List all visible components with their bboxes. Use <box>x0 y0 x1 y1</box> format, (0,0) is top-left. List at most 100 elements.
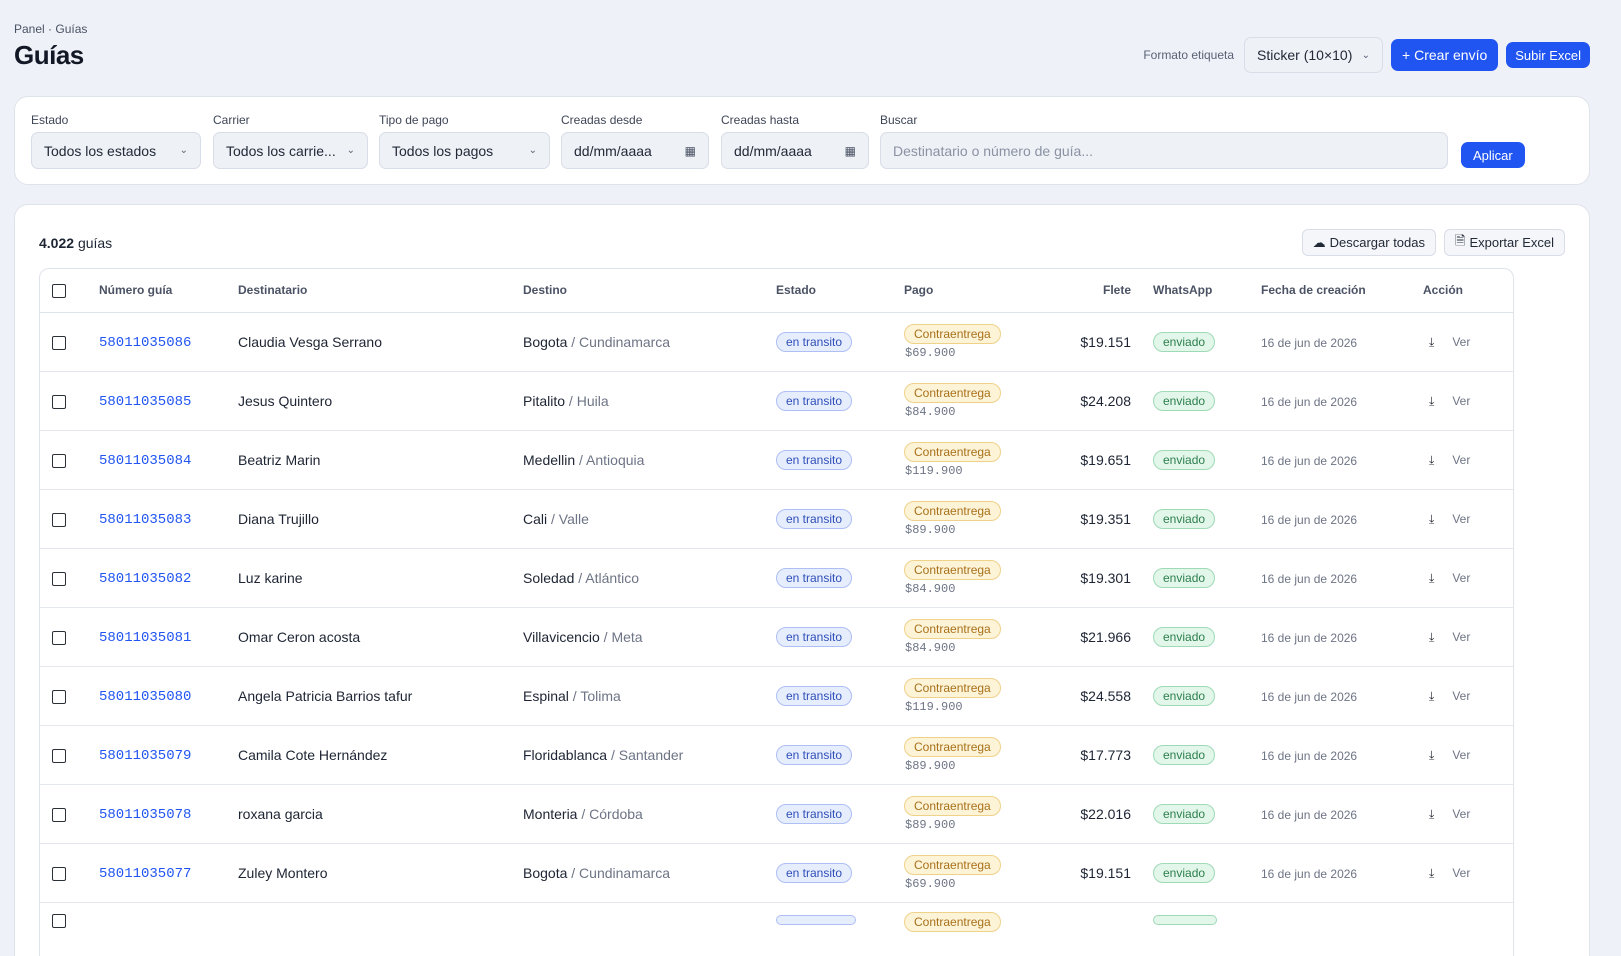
guide-number-link[interactable]: 58011035082 <box>99 570 192 587</box>
date-from-value: dd/mm/aaaa <box>574 142 652 159</box>
col-destinatario[interactable]: Destinatario <box>238 269 523 313</box>
table-row[interactable]: 58011035081 Omar Ceron acosta Villavicenci… <box>40 607 1513 667</box>
date-from-input[interactable]: dd/mm/aaaa ▦ <box>561 132 709 169</box>
file-icon: 🗎 <box>1455 232 1466 248</box>
view-link[interactable]: Ver <box>1452 571 1471 585</box>
row-checkbox[interactable] <box>52 335 66 350</box>
table-row[interactable]: 58011035083 Diana Trujillo Cali / Valle en … <box>40 489 1513 549</box>
row-checkbox[interactable] <box>52 748 66 763</box>
view-link[interactable]: Ver <box>1452 689 1471 703</box>
row-checkbox[interactable] <box>52 394 66 409</box>
view-link[interactable]: Ver <box>1452 748 1471 762</box>
payment-cell: Contraentrega <box>904 902 1040 942</box>
whatsapp-badge: enviado <box>1153 862 1216 883</box>
row-select-cell <box>40 843 99 903</box>
download-icon[interactable]: ⤓ <box>1429 630 1435 644</box>
chevron-down-icon: ⌄ <box>346 145 355 156</box>
table-row[interactable]: 58011035077 Zuley Montero Bogota / Cundina… <box>40 843 1513 903</box>
search-input[interactable] <box>893 142 1435 159</box>
select-all-checkbox[interactable] <box>52 283 66 298</box>
table-row[interactable]: 58011035085 Jesus Quintero Pitalito / Huil… <box>40 371 1513 431</box>
table-row[interactable]: 58011035086 Claudia Vesga Serrano Bogota /… <box>40 312 1513 372</box>
destination-city: Pitalito <box>523 392 566 409</box>
carrier-select[interactable]: Todos los carrie... ⌄ <box>213 132 368 169</box>
download-icon[interactable]: ⤓ <box>1429 689 1435 703</box>
destination-region: Santander <box>618 746 684 763</box>
create-shipment-button[interactable]: + Crear envío <box>1391 39 1499 71</box>
destination-city: Villavicencio <box>523 628 600 645</box>
payment-cell: Contraentrega $89.900 <box>904 784 1040 844</box>
row-checkbox[interactable] <box>52 630 66 645</box>
view-link[interactable]: Ver <box>1452 394 1471 408</box>
date-cell: 16 de jun de 2026 <box>1261 312 1423 372</box>
col-estado[interactable]: Estado <box>776 269 904 313</box>
apply-button[interactable]: Aplicar <box>1461 142 1525 168</box>
table-row[interactable]: Contraentrega <box>40 902 1513 942</box>
download-icon[interactable]: ⤓ <box>1429 335 1435 349</box>
action-cell: ⤓ Ver <box>1423 843 1513 903</box>
row-select-cell <box>40 489 99 549</box>
col-destino[interactable]: Destino <box>523 269 776 313</box>
guide-number-link[interactable]: 58011035085 <box>99 393 192 410</box>
destination-cell: Monteria / Córdoba <box>523 784 776 844</box>
view-link[interactable]: Ver <box>1452 512 1471 526</box>
col-numero[interactable]: Número guía <box>99 269 238 313</box>
table-row[interactable]: 58011035078 roxana garcia Monteria / Córdo… <box>40 784 1513 844</box>
guide-number-link[interactable]: 58011035081 <box>99 629 192 646</box>
calendar-icon[interactable]: ▦ <box>844 143 856 158</box>
guide-number-link[interactable]: 58011035086 <box>99 334 192 351</box>
download-all-button[interactable]: ☁ Descargar todas <box>1301 229 1436 256</box>
destination-cell <box>523 902 776 942</box>
upload-excel-button[interactable]: Subir Excel <box>1506 42 1590 68</box>
guide-number-link[interactable]: 58011035077 <box>99 865 192 882</box>
creation-date: 16 de jun de 2026 <box>1261 571 1358 586</box>
view-link[interactable]: Ver <box>1452 453 1471 467</box>
col-fecha[interactable]: Fecha de creación <box>1261 269 1423 313</box>
estado-select[interactable]: Todos los estados ⌄ <box>31 132 201 169</box>
label-format-select[interactable]: Sticker (10×10) ⌄ <box>1244 37 1384 73</box>
view-link[interactable]: Ver <box>1452 866 1471 880</box>
row-checkbox[interactable] <box>52 512 66 527</box>
download-icon[interactable]: ⤓ <box>1429 571 1435 585</box>
table-row[interactable]: 58011035080 Angela Patricia Barrios tafur… <box>40 666 1513 726</box>
row-checkbox[interactable] <box>52 571 66 586</box>
download-icon[interactable]: ⤓ <box>1429 748 1435 762</box>
download-icon[interactable]: ⤓ <box>1429 807 1435 821</box>
view-link[interactable]: Ver <box>1452 630 1471 644</box>
col-pago[interactable]: Pago <box>904 269 1040 313</box>
download-icon[interactable]: ⤓ <box>1429 512 1435 526</box>
download-icon[interactable]: ⤓ <box>1429 453 1435 467</box>
calendar-icon[interactable]: ▦ <box>684 143 696 158</box>
col-flete[interactable]: Flete <box>1040 269 1153 313</box>
creation-date: 16 de jun de 2026 <box>1261 394 1358 409</box>
view-link[interactable]: Ver <box>1452 335 1471 349</box>
row-checkbox[interactable] <box>52 913 66 928</box>
download-icon[interactable]: ⤓ <box>1429 394 1435 408</box>
guide-number-link[interactable]: 58011035078 <box>99 806 192 823</box>
row-checkbox[interactable] <box>52 689 66 704</box>
row-checkbox[interactable] <box>52 453 66 468</box>
destination-city: Cali <box>523 510 548 527</box>
row-checkbox[interactable] <box>52 807 66 822</box>
status-badge: en transito <box>776 862 853 883</box>
table-row[interactable]: 58011035082 Luz karine Soledad / Atlántico… <box>40 548 1513 608</box>
row-checkbox[interactable] <box>52 866 66 881</box>
col-whatsapp[interactable]: WhatsApp <box>1153 269 1261 313</box>
whatsapp-cell: enviado <box>1153 489 1261 549</box>
date-to-input[interactable]: dd/mm/aaaa ▦ <box>721 132 869 169</box>
destination-region: Cundinamarca <box>579 864 671 881</box>
pago-select-value: Todos los pagos <box>392 142 494 159</box>
view-link[interactable]: Ver <box>1452 807 1471 821</box>
table-row[interactable]: 58011035079 Camila Cote Hernández Floridab… <box>40 725 1513 785</box>
guide-number-link[interactable]: 58011035079 <box>99 747 192 764</box>
payment-cell: Contraentrega $69.900 <box>904 843 1040 903</box>
table-row[interactable]: 58011035084 Beatriz Marin Medellin / Antio… <box>40 430 1513 490</box>
pago-select[interactable]: Todos los pagos ⌄ <box>379 132 550 169</box>
freight-cell: $24.208 <box>1040 371 1153 431</box>
guide-number-link[interactable]: 58011035083 <box>99 511 192 528</box>
export-excel-button[interactable]: 🗎 Exportar Excel <box>1444 229 1565 256</box>
download-icon[interactable]: ⤓ <box>1429 866 1435 880</box>
guide-number-link[interactable]: 58011035080 <box>99 688 192 705</box>
guide-number-link[interactable]: 58011035084 <box>99 452 192 469</box>
payment-badge: Contraentrega <box>904 559 1001 580</box>
